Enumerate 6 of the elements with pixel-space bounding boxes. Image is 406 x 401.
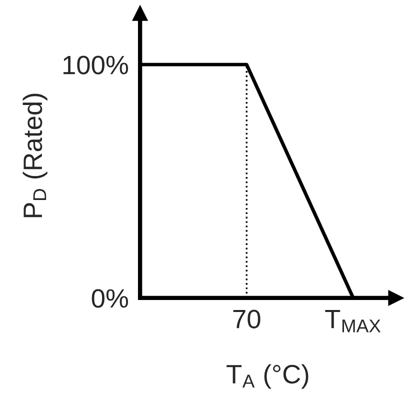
x-tick-label: 70	[233, 310, 260, 328]
y-tick-label: 0%	[92, 289, 128, 308]
y-axis-title: P$_{D}$ (Rated)	[22, 94, 48, 218]
x-tick-label: T$_{MAX}$	[325, 310, 381, 332]
y-tick-label: 100%	[63, 56, 128, 74]
x-axis-title: T$_{A}$ (°C)	[226, 364, 308, 389]
